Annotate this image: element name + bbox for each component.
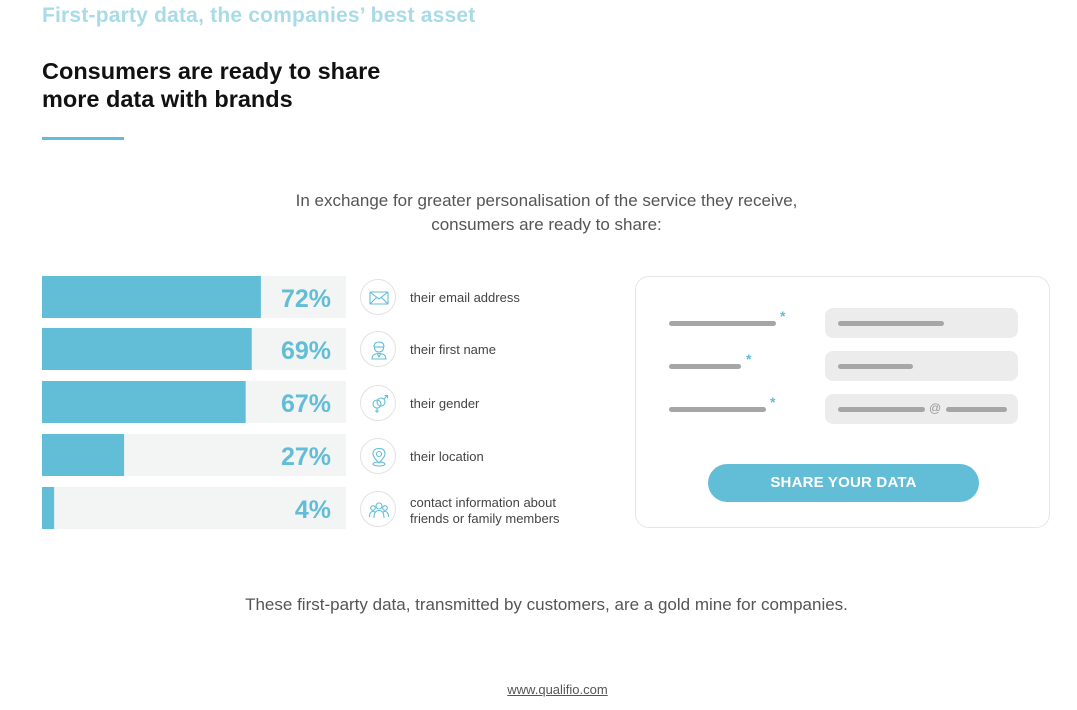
intro-line-2: consumers are ready to share: [431,215,662,234]
bar-track [42,487,346,529]
footer-link[interactable]: www.qualifio.com [507,682,608,697]
required-mark-3: * [770,394,776,410]
form-field-1[interactable] [825,308,1018,338]
intro-line-1: In exchange for greater personalisation … [295,191,798,210]
eyebrow-title: First-party data, the companies’ best as… [42,4,476,27]
envelope-icon [369,291,389,305]
icon-circle-location [360,438,396,474]
item-label-contacts: contact information about friends or fam… [410,495,560,527]
required-mark-2: * [746,351,752,367]
bar-chart: 72% 69% 67% 27% 4% [42,276,346,529]
item-label-gender: their gender [410,396,480,411]
bar [42,434,125,476]
form-field-2[interactable] [825,351,1018,381]
headline-line-2: more data with brands [42,86,293,112]
required-mark-1: * [780,308,786,324]
bar [42,276,261,318]
bar [42,487,55,529]
form-label-placeholder-1 [669,321,776,326]
gender-icon [372,394,389,413]
intro-text: In exchange for greater personalisation … [0,189,1077,237]
bar-value-label: 72% [281,285,331,313]
form-row-1: * [636,308,1049,338]
at-sign: @ [929,401,942,415]
email-domain-placeholder-line [946,407,1007,412]
conclusion-text: These first-party data, transmitted by c… [245,595,848,614]
bar-value-label: 67% [281,390,331,418]
item-label-email: their email address [410,290,520,305]
group-icon [368,502,390,519]
field-placeholder-line-1 [838,321,944,326]
share-your-data-button[interactable]: SHARE YOUR DATA [708,464,979,502]
field-placeholder-line-2 [838,364,913,369]
icon-circle-first-name [360,331,396,367]
item-label-contacts-line-2: friends or family members [410,511,560,526]
form-label-placeholder-2 [669,364,741,369]
email-user-placeholder-line [838,407,925,412]
item-label-first-name: their first name [410,342,496,357]
item-label-location: their location [410,449,484,464]
bar-value-label: 27% [281,443,331,471]
bar [42,328,252,370]
bar-value-label: 69% [281,337,331,365]
icon-circle-gender [360,385,396,421]
person-icon [371,341,387,360]
headline: Consumers are ready to share more data w… [42,57,380,113]
form-label-placeholder-3 [669,407,766,412]
headline-line-1: Consumers are ready to share [42,58,381,84]
form-row-2: * [636,351,1049,381]
form-illustration: * * * @ SHARE YOUR DATA [635,276,1050,528]
icon-circle-email [360,279,396,315]
accent-rule [42,137,124,140]
location-pin-icon [372,447,386,467]
icon-circle-contacts [360,491,396,527]
item-label-contacts-line-1: contact information about [410,495,556,510]
bar [42,381,246,423]
form-row-3: * @ [636,394,1049,424]
bar-value-label: 4% [295,496,331,524]
email-field[interactable]: @ [825,394,1018,424]
